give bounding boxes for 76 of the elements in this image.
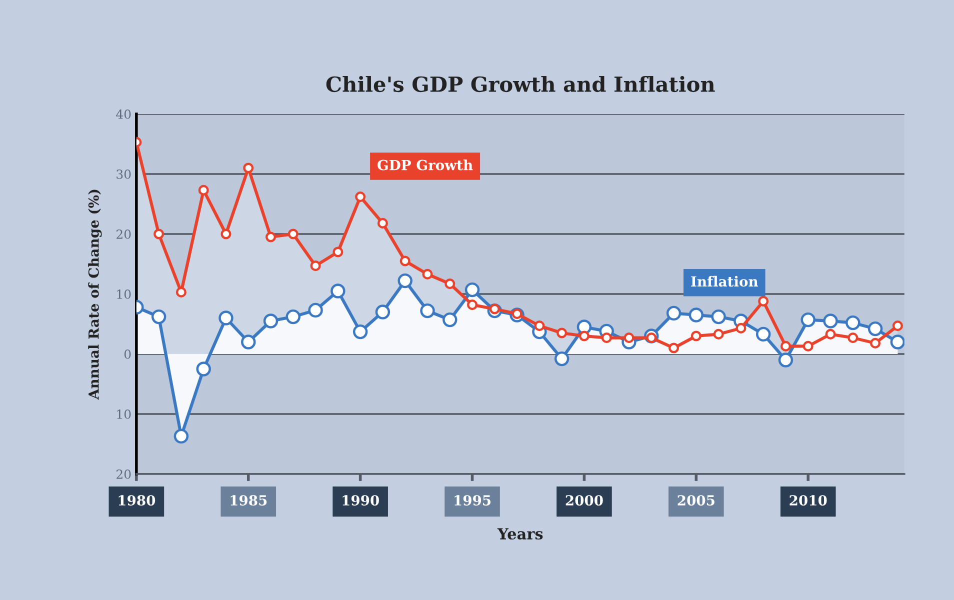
point bbox=[802, 340, 814, 352]
point bbox=[846, 315, 860, 330]
point bbox=[442, 312, 458, 328]
point bbox=[243, 162, 254, 174]
point bbox=[711, 309, 726, 324]
point bbox=[554, 351, 570, 366]
x-tick-label: 1980 bbox=[118, 495, 156, 506]
point bbox=[464, 282, 480, 298]
point bbox=[690, 330, 702, 342]
point bbox=[868, 321, 883, 336]
point bbox=[534, 320, 545, 332]
point bbox=[890, 334, 904, 350]
y-axis-title: Annual Rate of Change (%) bbox=[88, 190, 102, 400]
chart-title: Chile's GDP Growth and Inflation bbox=[326, 76, 715, 92]
point bbox=[756, 326, 771, 342]
point bbox=[892, 320, 903, 332]
point bbox=[422, 268, 433, 280]
point bbox=[688, 308, 704, 322]
point bbox=[400, 256, 410, 266]
point bbox=[466, 300, 478, 310]
point bbox=[176, 286, 186, 298]
y-tick-label: 40 bbox=[116, 109, 131, 119]
point bbox=[713, 328, 724, 340]
point bbox=[198, 184, 209, 196]
point bbox=[196, 362, 211, 376]
point bbox=[736, 322, 746, 334]
point bbox=[286, 309, 301, 324]
point bbox=[556, 328, 568, 338]
point bbox=[578, 330, 590, 342]
y-tick-label: 0 bbox=[124, 349, 131, 359]
point bbox=[218, 310, 234, 326]
point bbox=[330, 284, 346, 298]
point bbox=[848, 332, 858, 344]
point bbox=[624, 332, 634, 344]
point bbox=[420, 303, 435, 318]
point bbox=[174, 428, 189, 444]
x-tick-label: 1985 bbox=[230, 495, 267, 506]
point bbox=[668, 342, 680, 354]
point bbox=[310, 260, 321, 272]
point bbox=[377, 218, 388, 228]
x-tick-label: 2010 bbox=[790, 495, 827, 506]
point bbox=[780, 340, 792, 352]
series-label: GDP Growth bbox=[378, 160, 473, 170]
point bbox=[220, 228, 232, 240]
point bbox=[444, 278, 456, 290]
point bbox=[352, 324, 368, 340]
point bbox=[666, 306, 682, 321]
point bbox=[288, 228, 298, 240]
x-tick-label: 2000 bbox=[566, 495, 603, 506]
series-label: Inflation bbox=[691, 276, 758, 287]
point bbox=[265, 232, 276, 242]
point bbox=[241, 334, 256, 350]
point bbox=[355, 192, 366, 202]
y-tick-label: 20 bbox=[116, 229, 131, 239]
point bbox=[308, 302, 323, 318]
point bbox=[758, 296, 769, 306]
point bbox=[870, 338, 881, 348]
point bbox=[332, 246, 344, 258]
x-tick-label: 1990 bbox=[342, 495, 379, 506]
y-tick-label: 20 bbox=[116, 469, 131, 479]
point bbox=[398, 273, 412, 288]
point bbox=[375, 304, 390, 320]
y-tick-label: 30 bbox=[116, 169, 131, 179]
y-tick-label: 10 bbox=[117, 289, 131, 299]
point bbox=[154, 228, 164, 240]
point bbox=[823, 314, 838, 328]
x-tick-label: 2005 bbox=[678, 495, 714, 506]
point bbox=[778, 352, 794, 368]
x-tick-label: 1995 bbox=[454, 495, 491, 506]
point bbox=[825, 328, 836, 340]
y-tick-label: 10 bbox=[117, 409, 131, 419]
point bbox=[151, 309, 166, 324]
point bbox=[800, 312, 816, 328]
point bbox=[263, 314, 278, 328]
x-axis-title: Years bbox=[497, 528, 543, 540]
point bbox=[601, 332, 612, 344]
